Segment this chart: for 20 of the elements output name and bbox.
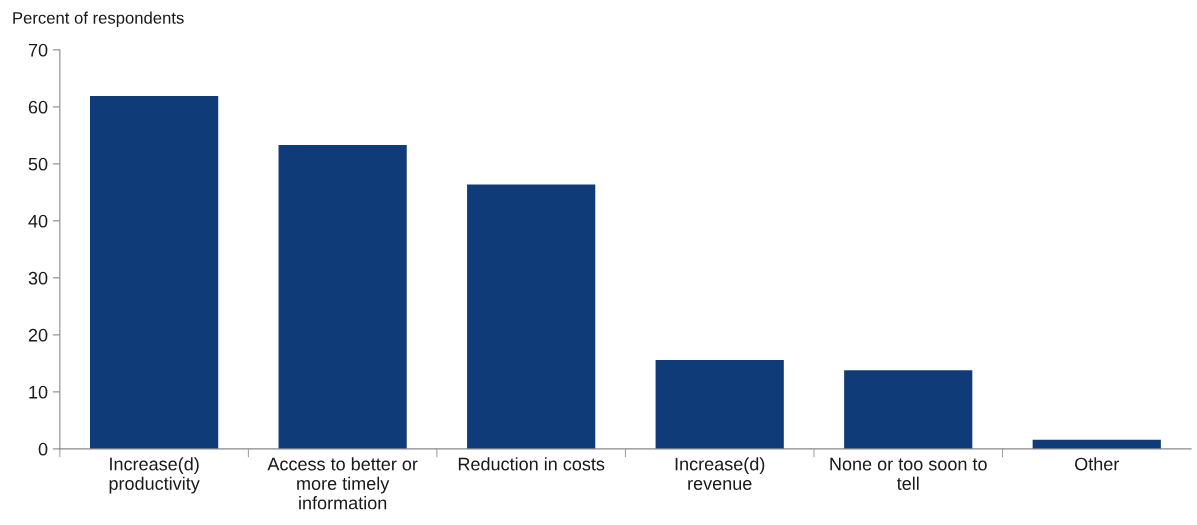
x-tick-label: None or too soon to tell	[830, 457, 987, 490]
y-tick-label: 40	[28, 214, 48, 228]
x-tick-label: Reduction in costs	[458, 457, 605, 471]
y-tick-label: 20	[28, 328, 48, 342]
bar	[467, 184, 596, 449]
y-tick-label: 0	[38, 442, 48, 456]
y-tick-label: 70	[28, 43, 48, 57]
y-tick-label: 10	[29, 385, 48, 399]
bar	[655, 359, 784, 449]
x-tick-label: Other	[1075, 457, 1120, 471]
y-tick-label: 50	[28, 157, 48, 171]
bar	[90, 96, 219, 449]
y-tick-label: 30	[28, 271, 48, 285]
bar	[844, 370, 973, 449]
x-tick-label: Increase(d) productivity	[109, 457, 200, 494]
y-axis-title: Percent of respondents	[13, 11, 184, 28]
x-tick-label: Access to better or more timely information	[267, 457, 418, 510]
y-tick-label: 60	[28, 100, 48, 114]
bar	[278, 145, 407, 449]
x-tick-label: Increase(d) revenue	[675, 457, 765, 490]
